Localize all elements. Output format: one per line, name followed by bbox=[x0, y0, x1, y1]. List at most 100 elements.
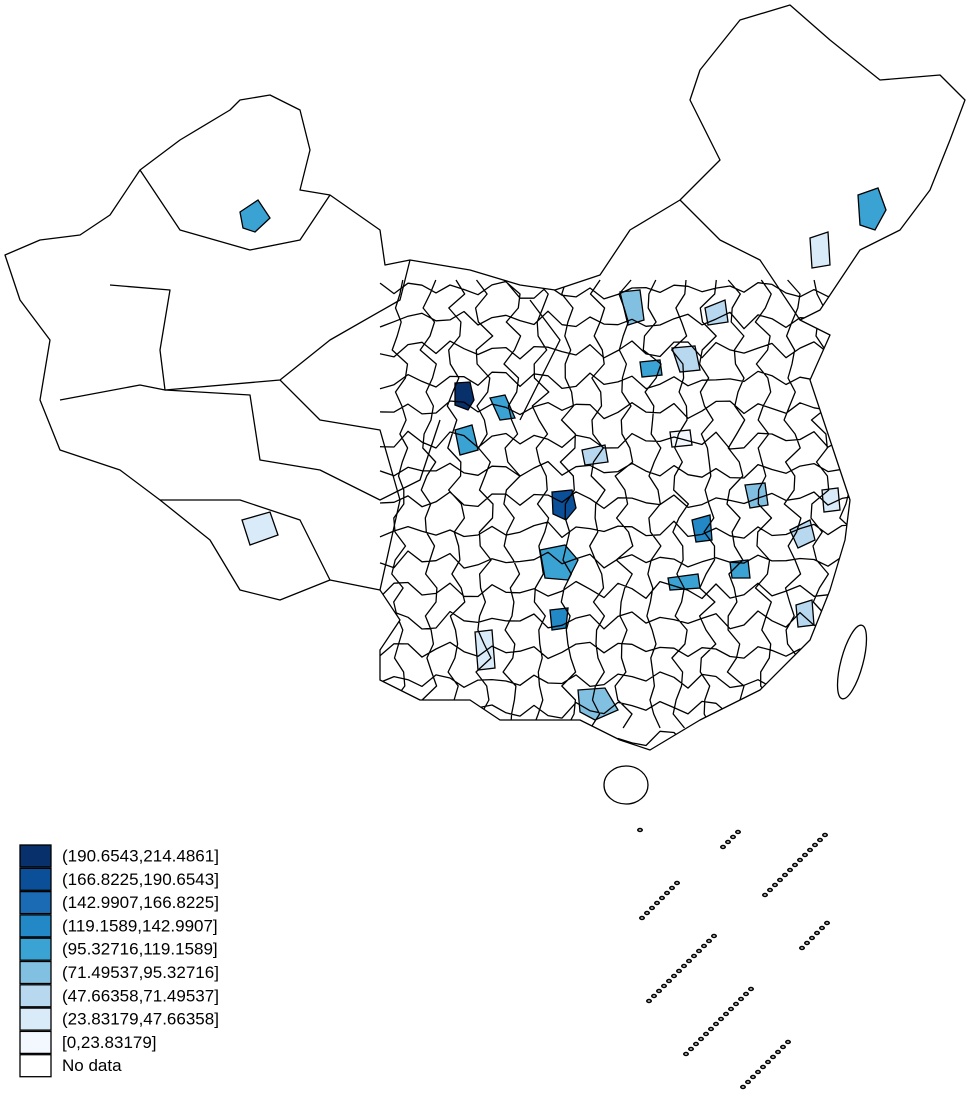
island bbox=[719, 844, 726, 850]
legend-label: (119.1589,142.9907] bbox=[62, 916, 218, 935]
island bbox=[707, 1026, 714, 1032]
island bbox=[636, 827, 643, 833]
island bbox=[692, 1041, 699, 1047]
island bbox=[670, 973, 677, 979]
island bbox=[680, 963, 687, 969]
island bbox=[729, 834, 736, 840]
legend-swatch bbox=[19, 960, 52, 985]
island bbox=[690, 953, 697, 959]
island bbox=[655, 988, 662, 994]
legend-label: [0,23.83179] bbox=[62, 1033, 157, 1052]
legend-label: No data bbox=[62, 1056, 122, 1075]
legend-swatch bbox=[19, 937, 52, 961]
region bbox=[789, 519, 816, 549]
island bbox=[744, 1079, 751, 1085]
island bbox=[668, 885, 675, 891]
island bbox=[663, 890, 670, 896]
island bbox=[650, 993, 657, 999]
island bbox=[796, 857, 803, 863]
legend-swatch bbox=[19, 1007, 52, 1031]
regions bbox=[59, 169, 887, 750]
hainan bbox=[603, 765, 649, 805]
island bbox=[700, 943, 707, 949]
legend-swatch bbox=[19, 984, 52, 1008]
island bbox=[687, 1046, 694, 1052]
region-border bbox=[379, 279, 858, 750]
legend-swatch bbox=[19, 890, 52, 915]
island bbox=[779, 1044, 786, 1050]
region bbox=[809, 231, 831, 269]
province-border bbox=[279, 379, 401, 591]
legend-swatch bbox=[19, 1054, 52, 1078]
island bbox=[702, 1031, 709, 1037]
island bbox=[682, 1051, 689, 1057]
island bbox=[705, 938, 712, 944]
island bbox=[660, 983, 667, 989]
region bbox=[241, 511, 279, 546]
province-border bbox=[160, 499, 331, 581]
region bbox=[704, 299, 729, 326]
province-border bbox=[139, 169, 331, 251]
island bbox=[811, 842, 818, 848]
island bbox=[673, 880, 680, 886]
islands bbox=[636, 827, 830, 1090]
island bbox=[761, 892, 768, 898]
legend-swatch bbox=[19, 844, 52, 868]
legend-label: (95.32716,119.1589] bbox=[62, 940, 218, 959]
island bbox=[801, 852, 808, 858]
legend-label: (23.83179,47.66358] bbox=[62, 1010, 219, 1029]
island bbox=[648, 905, 655, 911]
island bbox=[638, 915, 645, 921]
island bbox=[821, 832, 828, 838]
island bbox=[754, 1069, 761, 1075]
region-borders bbox=[379, 279, 858, 750]
island bbox=[717, 1016, 724, 1022]
taiwan bbox=[836, 624, 868, 700]
island bbox=[766, 887, 773, 893]
island bbox=[712, 1021, 719, 1027]
island bbox=[781, 872, 788, 878]
island bbox=[823, 920, 830, 926]
island bbox=[798, 945, 805, 951]
province-border bbox=[109, 259, 411, 391]
island bbox=[808, 935, 815, 941]
island bbox=[816, 837, 823, 843]
legend-label: (47.66358,71.49537] bbox=[62, 986, 219, 1005]
island bbox=[732, 1001, 739, 1007]
island bbox=[784, 1039, 791, 1045]
region bbox=[454, 381, 475, 411]
island bbox=[658, 895, 665, 901]
island bbox=[675, 968, 682, 974]
island bbox=[734, 829, 741, 835]
region bbox=[474, 629, 496, 671]
legend-swatch bbox=[19, 914, 52, 938]
region bbox=[857, 187, 887, 231]
region bbox=[671, 345, 701, 373]
island bbox=[776, 877, 783, 883]
legend-label: (142.9907,166.8225] bbox=[62, 893, 219, 912]
province-border bbox=[679, 199, 801, 321]
island bbox=[737, 996, 744, 1002]
island bbox=[727, 1006, 734, 1012]
province-border bbox=[519, 299, 561, 421]
island bbox=[653, 900, 660, 906]
island bbox=[643, 910, 650, 916]
region bbox=[539, 544, 579, 581]
island bbox=[803, 940, 810, 946]
island bbox=[774, 1049, 781, 1055]
legend-label: (166.8225,190.6543] bbox=[62, 870, 219, 889]
island bbox=[747, 986, 754, 992]
island bbox=[791, 862, 798, 868]
island bbox=[818, 925, 825, 931]
island bbox=[685, 958, 692, 964]
province-border bbox=[59, 384, 441, 501]
island bbox=[739, 1084, 746, 1090]
legend-swatch bbox=[19, 867, 52, 891]
region bbox=[577, 687, 619, 721]
legend-label: (190.6543,214.4861] bbox=[62, 846, 219, 865]
island bbox=[769, 1054, 776, 1060]
island bbox=[665, 978, 672, 984]
region bbox=[744, 482, 769, 509]
